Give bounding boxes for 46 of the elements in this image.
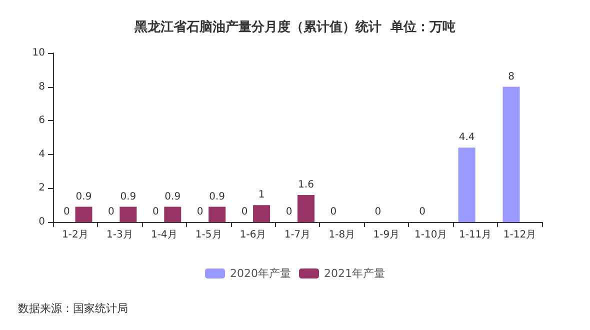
- y-tick-label: 8: [38, 81, 45, 92]
- legend-label: 2020年产量: [230, 267, 292, 280]
- legend-label: 2021年产量: [324, 267, 385, 280]
- data-label: 0.9: [76, 191, 92, 202]
- data-label: 0: [286, 206, 292, 218]
- data-label: 0: [108, 206, 114, 218]
- data-label: 8: [508, 71, 514, 82]
- x-tick-label: 1-4月: [150, 230, 178, 240]
- x-tick-label: 1-3月: [106, 230, 133, 240]
- bar: [253, 205, 270, 222]
- x-tick-label: 1-9月: [373, 230, 400, 240]
- y-tick-label: 6: [38, 115, 45, 126]
- data-label: 4.4: [458, 132, 475, 144]
- y-tick-label: 10: [32, 48, 45, 58]
- y-tick-label: 0: [38, 216, 45, 228]
- data-label: 0: [374, 206, 382, 218]
- x-tick-label: 1-8月: [328, 230, 356, 240]
- x-tick-label: 1-7月: [284, 230, 311, 240]
- data-label: 0: [64, 206, 70, 218]
- bar: [208, 206, 226, 222]
- source-note: 数据来源：国家统计局: [18, 302, 128, 315]
- y-tick-label: 2: [38, 182, 45, 194]
- data-label: 0.9: [209, 191, 226, 202]
- data-label: 0: [241, 206, 248, 218]
- x-tick-label: 1-12月: [503, 230, 536, 240]
- x-tick-label: 1-2月: [62, 230, 88, 240]
- bar: [120, 206, 137, 222]
- bar: [458, 148, 476, 222]
- data-label: 0: [196, 206, 204, 218]
- x-tick-label: 1-11月: [458, 230, 492, 240]
- data-label: 0: [152, 206, 159, 218]
- bar: [502, 86, 520, 222]
- x-tick-label: 1-10月: [414, 230, 448, 240]
- data-label: 0: [419, 206, 426, 218]
- bar: [164, 206, 182, 222]
- x-tick-label: 1-5月: [195, 230, 222, 240]
- y-tick-label: 4: [38, 148, 45, 160]
- chart-title: 黑龙江省石脑油产量分月度（累计值）统计 单位：万吨: [133, 19, 456, 35]
- bar: [75, 206, 92, 222]
- bar: [298, 194, 314, 222]
- data-label: 1: [258, 190, 265, 201]
- data-label: 0.9: [164, 191, 181, 202]
- data-label: 0: [330, 206, 337, 218]
- x-tick-label: 1-6月: [240, 230, 266, 240]
- data-label: 0.9: [120, 191, 136, 202]
- data-label: 1.6: [298, 179, 314, 190]
